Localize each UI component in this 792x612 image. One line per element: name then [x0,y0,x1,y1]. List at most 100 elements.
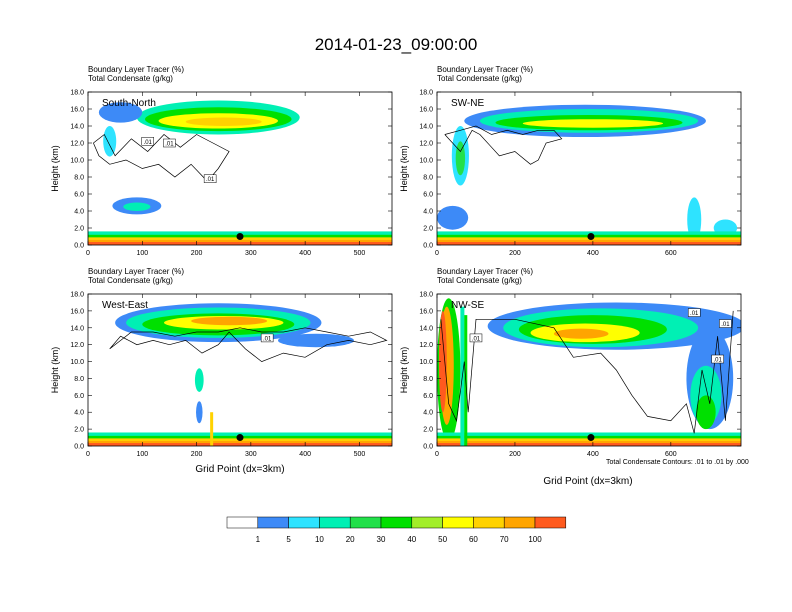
tracer-plume [210,412,214,446]
x-tick-label: 300 [245,250,257,257]
colorbar-bin [380,516,413,529]
contour-label: .01 [165,142,174,148]
colorbar-label: 50 [438,535,447,544]
colorbar-bin [442,516,474,529]
contour-label-box [260,333,274,343]
x-tick-label: 200 [191,451,203,458]
contour-label: .01 [472,336,481,342]
y-tick-label: 16.0 [419,107,433,114]
contour-label: .01 [721,322,730,328]
colorbar-label: 40 [407,535,416,544]
contour-label-box [141,137,154,146]
panel-subtitle-tracer: Boundary Layer Tracer (%) [437,267,533,276]
panel-nw-se: Boundary Layer Tracer (%)Total Condensat… [399,267,742,458]
x-tick-label: 600 [665,250,677,257]
tracer-region [196,401,203,424]
y-tick-label: 12.0 [419,141,433,148]
y-tick-label: 2.0 [74,427,84,434]
panel-subtitle-condensate: Total Condensate (g/kg) [437,74,522,83]
y-tick-label: 12.0 [70,342,84,349]
y-tick-label: 0.0 [74,444,84,451]
boundary-layer-band [437,443,741,446]
y-tick-label: 18.0 [70,292,84,299]
tracer-region [123,202,151,211]
y-tick-label: 12.0 [419,342,433,349]
y-tick-label: 14.0 [419,325,433,332]
y-tick-label: 2.0 [74,226,84,233]
y-tick-label: 6.0 [423,192,433,199]
colorbar-label: 70 [500,535,509,544]
condensate-contour [109,327,388,362]
colorbar-bin [503,516,536,529]
x-tick-label: 600 [665,451,677,458]
panel-subtitle-condensate: Total Condensate (g/kg) [88,276,173,285]
tracer-region [437,205,469,230]
colorbar-bin [534,516,567,529]
contour-label-box [469,333,483,343]
panel-subtitle-tracer: Boundary Layer Tracer (%) [88,267,184,276]
tracer-field [437,298,741,446]
y-tick-label: 2.0 [423,226,433,233]
x-tick-label: 0 [86,451,90,458]
contour-label: .01 [690,311,699,317]
contour-label-box [719,319,732,328]
contour-label-box [163,138,176,148]
x-tick-label: 0 [86,250,90,257]
y-tick-label: 0.0 [423,444,433,451]
tracer-region [438,310,447,413]
condensate-contour [444,125,563,165]
panel-label: NW-SE [451,300,484,311]
x-tick-label: 200 [509,250,521,257]
panel-sw-ne: Boundary Layer Tracer (%)Total Condensat… [399,65,742,257]
colorbar-label: 5 [286,535,291,544]
contour-label: .01 [263,336,272,342]
panel-subtitle-condensate: Total Condensate (g/kg) [437,276,522,285]
xlabel-left: Grid Point (dx=3km) [195,464,284,475]
x-tick-label: 400 [299,250,311,257]
y-tick-label: 18.0 [419,90,433,97]
contour-label-box [203,174,217,183]
plot-frame [87,91,393,246]
y-tick-label: 16.0 [70,308,84,315]
colorbar-bin [319,516,351,529]
y-tick-label: 0.0 [74,243,84,250]
y-tick-label: 4.0 [74,410,84,417]
x-tick-label: 400 [587,250,599,257]
y-tick-label: 6.0 [74,393,84,400]
panel-label: South-North [102,98,156,109]
colorbar-bin [257,516,289,529]
y-tick-label: 16.0 [419,308,433,315]
panel-subtitle-tracer: Boundary Layer Tracer (%) [88,65,184,74]
y-tick-label: 8.0 [74,175,84,182]
y-tick-label: 10.0 [419,359,433,366]
y-tick-label: 2.0 [423,427,433,434]
contour-label: .01 [144,140,153,146]
x-tick-label: 200 [191,250,203,257]
y-tick-label: 18.0 [419,292,433,299]
tracer-region [696,395,716,430]
plot-frame [87,293,393,447]
colorbar-label: 30 [377,535,386,544]
tracer-region [278,333,354,348]
contour-label-box [687,308,701,317]
colorbar-label: 20 [346,535,355,544]
tracer-region [103,126,117,157]
panel-label: SW-NE [451,98,484,109]
contour-note: Total Condensate Contours: .01 to .01 by… [606,459,749,466]
colorbar-label: 60 [469,535,478,544]
y-tick-label: 18.0 [70,90,84,97]
boundary-layer-band [437,242,741,245]
y-tick-label: 10.0 [419,158,433,165]
tracer-region [98,102,143,123]
y-tick-label: 6.0 [74,192,84,199]
plot-frame [436,293,742,447]
y-tick-label: 4.0 [423,410,433,417]
y-axis-label: Height (km) [399,347,409,394]
x-tick-label: 400 [587,451,599,458]
y-tick-label: 14.0 [419,124,433,131]
location-marker [587,434,595,442]
tracer-region [191,316,268,326]
y-tick-label: 14.0 [70,325,84,332]
colorbar-bin [473,516,505,529]
